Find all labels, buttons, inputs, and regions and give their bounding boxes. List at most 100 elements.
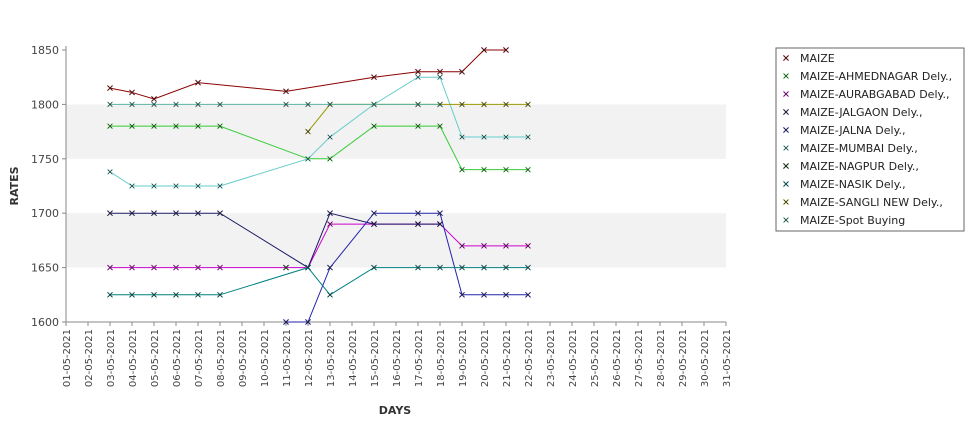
data-point [305,101,311,108]
data-point [173,101,179,108]
point-stroke [783,109,789,115]
point-stroke [107,265,113,270]
x-tick-label: 31-05-2021 [722,329,733,387]
data-point [173,264,179,271]
point-stroke [217,292,223,298]
point-stroke [481,292,487,298]
point-stroke [459,167,465,172]
point-stroke [283,102,289,107]
y-tick-label: 1650 [31,262,59,275]
data-point [525,291,531,298]
data-point [525,101,531,108]
data-point [783,55,789,61]
point-stroke [129,123,135,129]
legend-label: MAIZE-MUMBAI Dely., [800,142,918,155]
point-stroke [415,74,421,80]
point-stroke [481,243,487,249]
point-stroke [327,210,333,216]
point-stroke [195,210,201,216]
data-point [217,291,223,298]
legend-item: MAIZE-MUMBAI Dely., [783,142,918,155]
point-stroke [503,47,509,53]
x-tick-label: 25-05-2021 [590,329,601,387]
series-4 [283,210,531,325]
point-stroke [525,265,531,270]
point-stroke [783,55,789,61]
data-point [107,210,113,217]
point-stroke [783,217,789,223]
point-stroke [305,156,311,162]
data-point [503,264,509,271]
data-point [783,73,789,79]
point-stroke [129,102,135,107]
point-stroke [107,102,113,107]
data-point [437,264,443,271]
point-stroke [437,221,443,227]
point-stroke [129,292,135,298]
data-point [481,101,487,108]
point-stroke [129,183,135,189]
data-point [371,221,377,228]
point-stroke [129,210,135,216]
x-tick-label: 12-05-2021 [304,329,315,387]
point-stroke [195,292,201,298]
data-point [151,210,157,217]
data-point [195,79,201,86]
point-stroke [107,85,113,91]
point-stroke [459,265,465,270]
data-point [783,127,789,133]
legend-item: MAIZE-AURABGABAD Dely., [783,88,949,101]
legend-item: MAIZE-Spot Buying [783,214,905,227]
x-tick-label: 01-05-2021 [62,329,73,387]
point-stroke [783,199,789,205]
legend-label: MAIZE-JALNA Dely., [800,124,906,137]
data-point [459,68,465,75]
data-point [327,101,333,108]
data-point [503,47,509,53]
data-point [195,183,201,189]
point-stroke [327,265,333,270]
point-stroke [371,123,377,129]
point-stroke [327,134,333,140]
x-tick-label: 14-05-2021 [348,329,359,387]
data-point [503,101,509,108]
series-1 [107,123,531,173]
data-point [415,221,421,228]
data-point [305,128,311,135]
point-stroke [415,123,421,129]
point-stroke [503,167,509,172]
data-point [217,183,223,189]
legend-item: MAIZE [783,52,835,65]
x-tick-label: 10-05-2021 [260,329,271,387]
x-tick-label: 02-05-2021 [84,329,95,387]
data-point [129,291,135,298]
point-stroke [437,102,443,107]
series-line [110,267,528,296]
legend-item: MAIZE-JALGAON Dely., [783,106,923,119]
data-point [783,181,789,187]
legend-label: MAIZE-JALGAON Dely., [800,106,923,119]
data-point [305,264,311,271]
data-point [503,166,509,173]
x-tick-label: 30-05-2021 [700,329,711,387]
x-tick-label: 23-05-2021 [546,329,557,387]
data-point [481,242,487,249]
point-stroke [415,210,421,216]
data-point [371,101,377,108]
point-stroke [415,69,421,75]
data-point [173,291,179,298]
data-point [217,101,223,108]
point-stroke [525,102,531,107]
data-point [327,155,333,162]
point-stroke [107,292,113,298]
data-point [525,242,531,249]
point-stroke [151,96,157,102]
point-stroke [107,123,113,129]
data-point [217,264,223,271]
data-point [503,134,509,140]
data-point [195,291,201,298]
point-stroke [195,123,201,129]
data-point [173,123,179,130]
data-point [481,291,487,298]
